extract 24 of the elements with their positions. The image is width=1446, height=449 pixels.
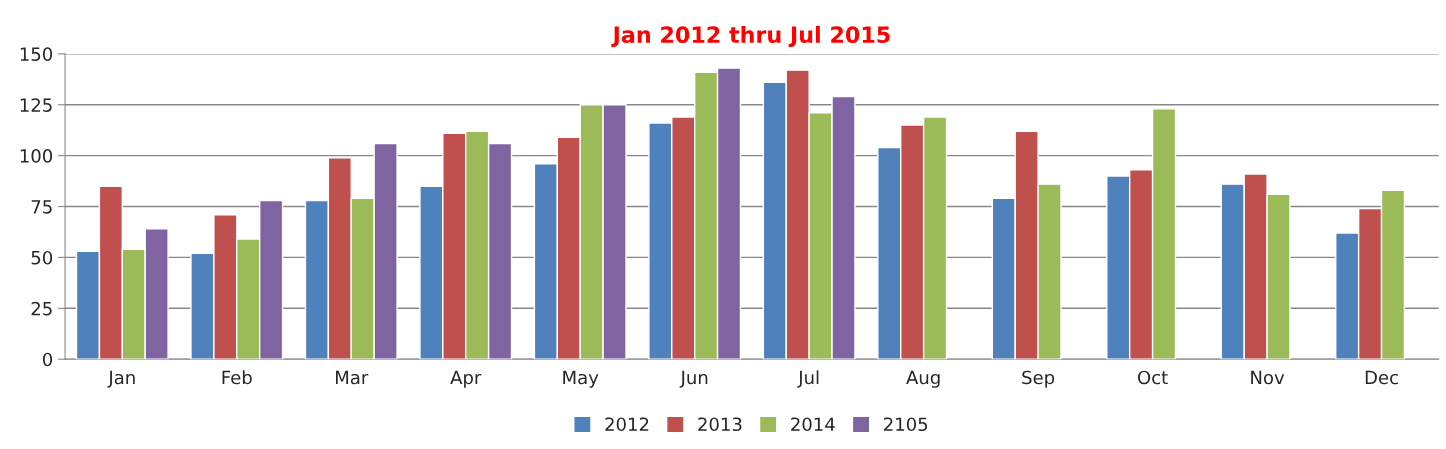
x-tick-label: May <box>563 370 599 388</box>
chart-title: Jan 2012 thru Jul 2015 <box>611 25 890 48</box>
y-tick-label: 0 <box>42 352 53 367</box>
legend-label: 2105 <box>884 417 928 432</box>
x-tick-label: Nov <box>1251 370 1285 385</box>
y-tick-label: 25 <box>31 301 52 316</box>
x-tick-label: Sep <box>1022 370 1055 388</box>
x-tick-label: Mar <box>336 370 369 385</box>
y-tick-label: 150 <box>20 47 53 61</box>
y-tick-label: 125 <box>20 98 52 112</box>
y-tick-label: 50 <box>31 250 53 265</box>
legend-label: 2013 <box>698 417 742 432</box>
x-tick-label: Jun <box>679 370 708 388</box>
legend-label: 2014 <box>791 417 835 432</box>
x-tick-label: Jan <box>107 370 135 388</box>
x-tick-label: Jul <box>797 370 819 388</box>
x-tick-label: Dec <box>1365 370 1398 385</box>
x-tick-label: Apr <box>450 370 482 388</box>
x-tick-label: Aug <box>906 370 940 388</box>
y-tick-label: 75 <box>31 200 52 214</box>
y-tick-label: 100 <box>20 149 53 163</box>
x-tick-label: Oct <box>1137 370 1168 385</box>
x-tick-label: Feb <box>222 370 252 385</box>
legend-label: 2012 <box>605 417 649 432</box>
